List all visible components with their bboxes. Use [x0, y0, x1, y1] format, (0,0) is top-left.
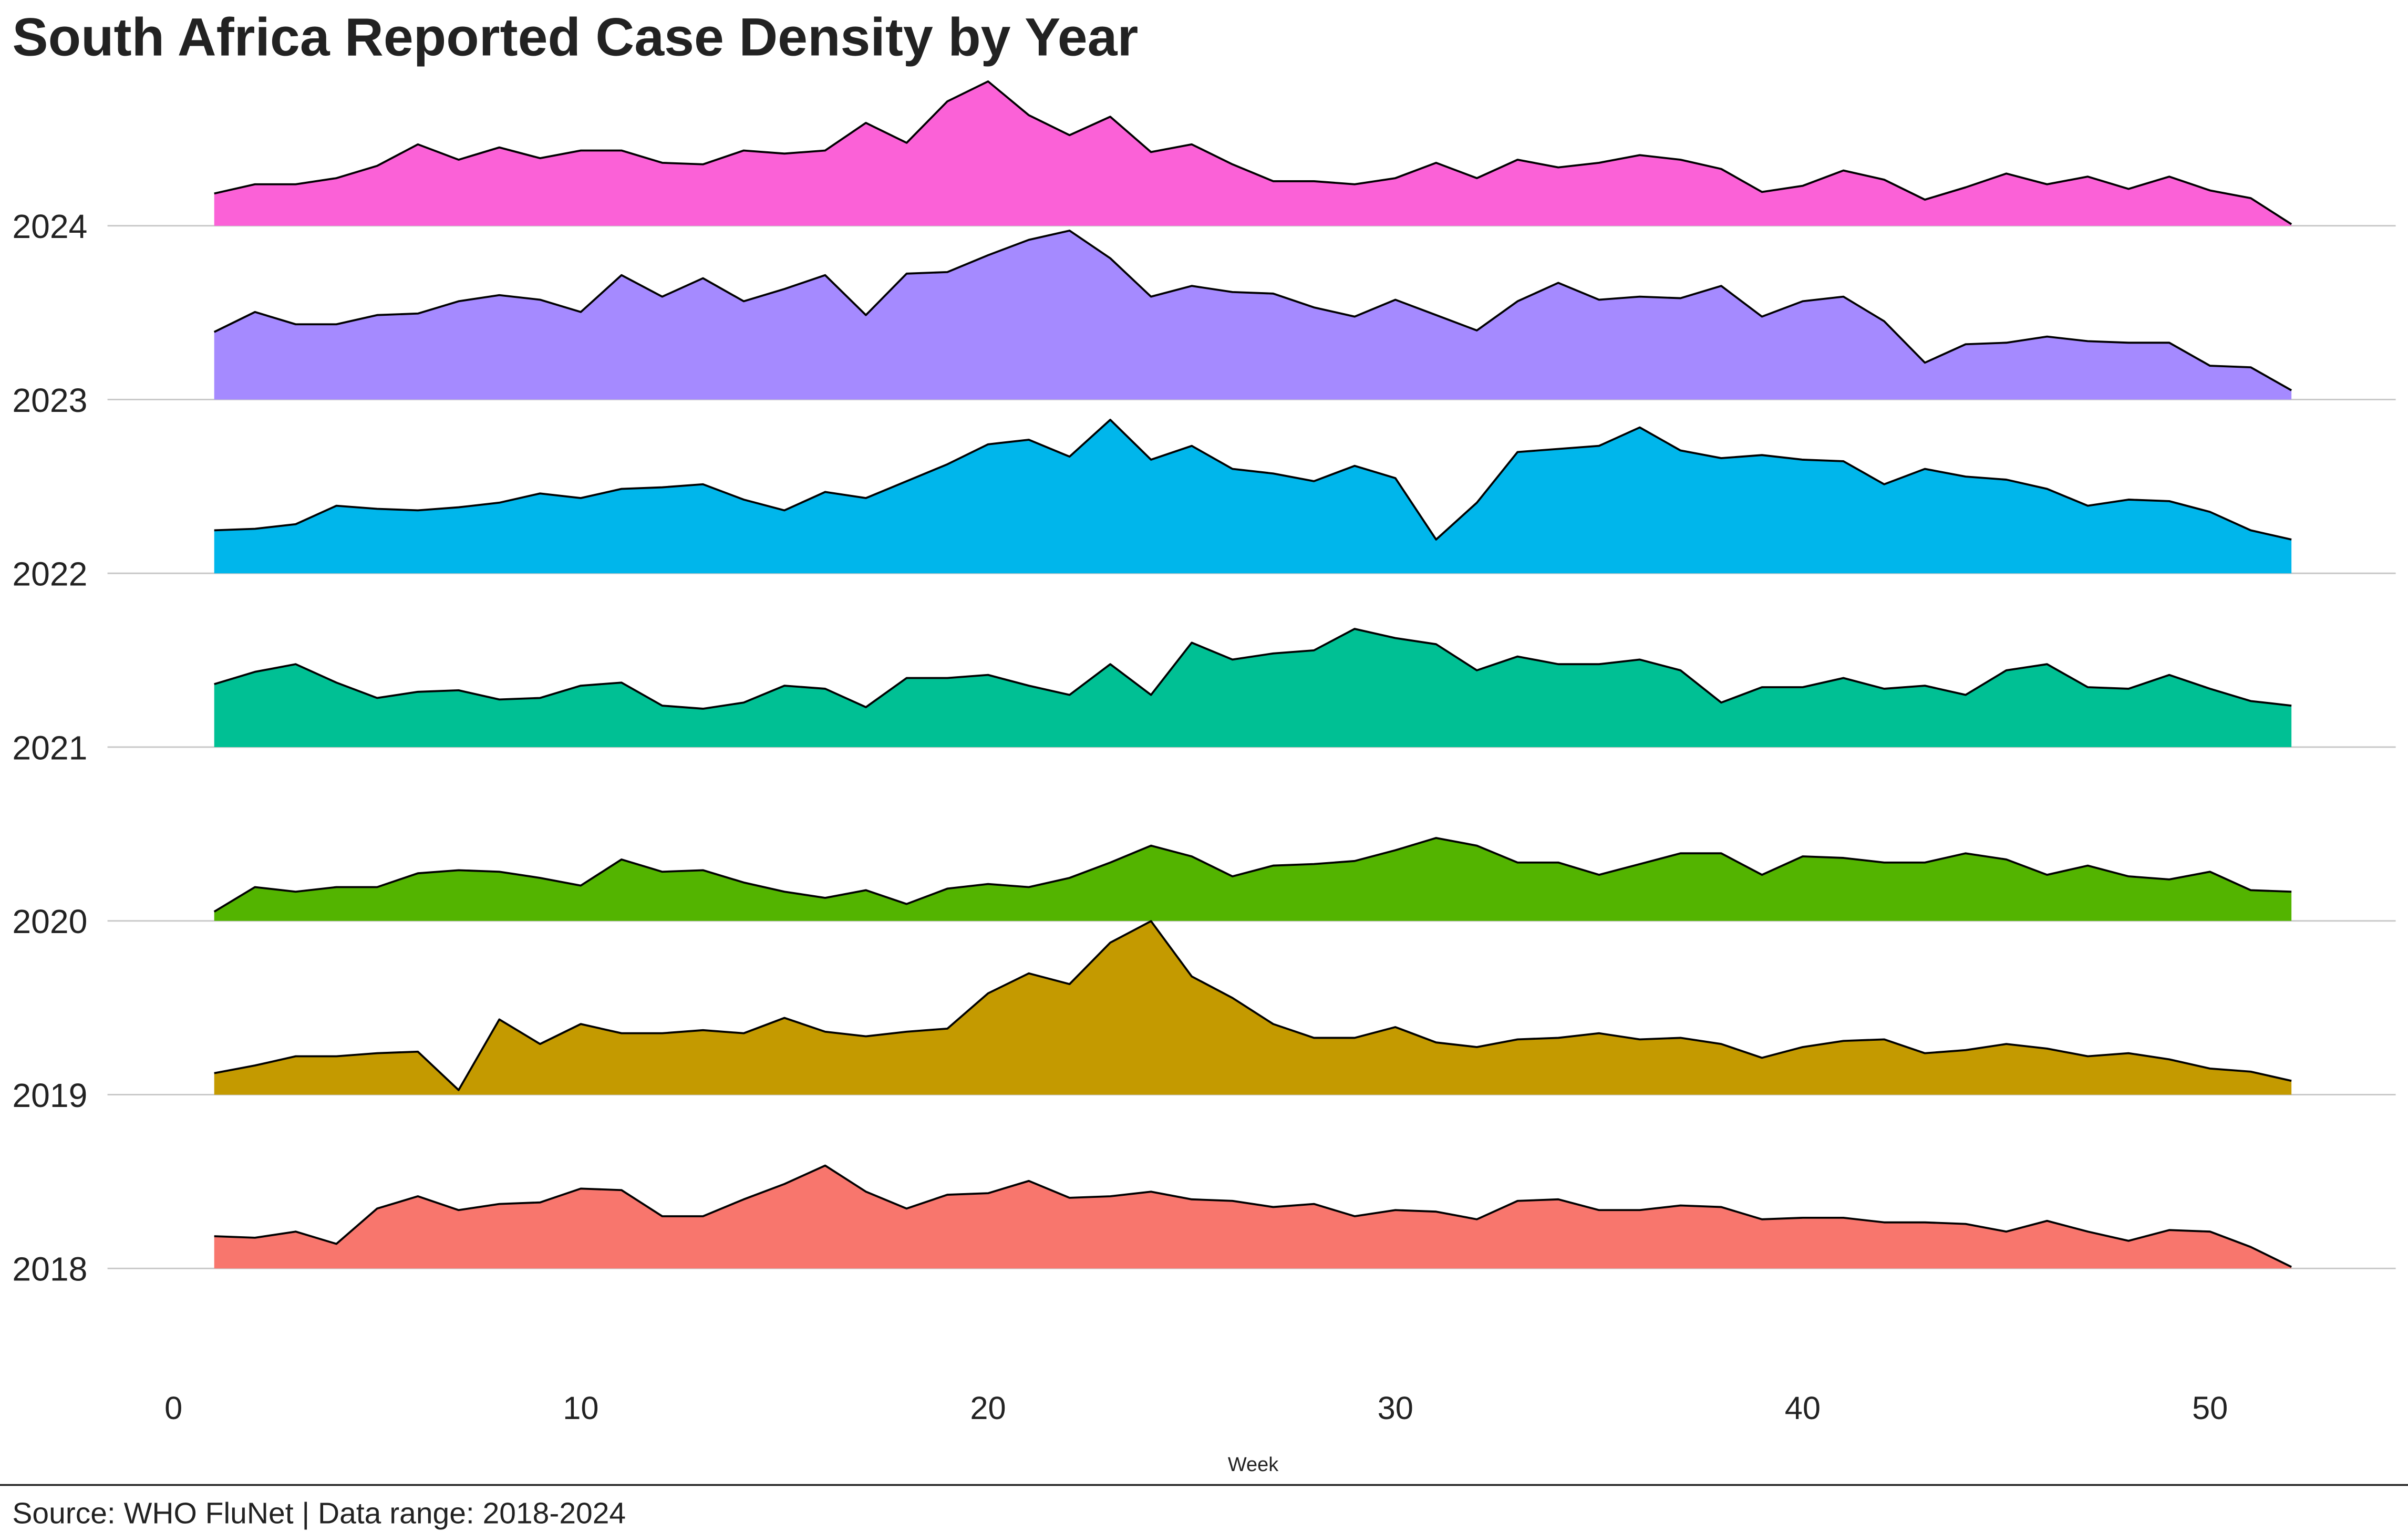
x-tick-label: 50 — [2192, 1390, 2228, 1426]
x-tick-label: 0 — [164, 1390, 182, 1426]
chart-title: South Africa Reported Case Density by Ye… — [12, 6, 1138, 67]
ridge-area — [214, 230, 2292, 400]
y-tick-label: 2018 — [12, 1250, 87, 1288]
ridge-area — [214, 1165, 2292, 1269]
x-tick-label: 20 — [970, 1390, 1006, 1426]
y-tick-label: 2023 — [12, 381, 87, 419]
labels: 0 10 20 30 40 50 2018 2019 2020 2021 2022 2023 2024 — [12, 208, 2228, 1426]
ridge-line — [213, 837, 2292, 913]
ridge-area — [214, 419, 2292, 574]
ridge-area — [214, 81, 2292, 226]
x-tick-label: 10 — [563, 1390, 598, 1426]
ridge-line — [214, 628, 2292, 710]
ridge-area — [214, 921, 2292, 1095]
ridge-line — [213, 230, 2292, 391]
ridge-line — [214, 80, 2292, 225]
caption: Source: WHO FluNet | Data range: 2018-20… — [12, 1497, 626, 1530]
ridge-line — [214, 920, 2292, 1091]
ridge-area — [214, 628, 2292, 748]
ridges — [213, 80, 2292, 1269]
ridge-line — [214, 419, 2292, 541]
x-tick-label: 40 — [1785, 1390, 1821, 1426]
y-tick-label: 2020 — [12, 903, 87, 940]
ridge-line — [214, 1164, 2292, 1268]
y-tick-label: 2019 — [12, 1076, 87, 1114]
x-tick-label: 30 — [1378, 1390, 1413, 1426]
y-tick-label: 2022 — [12, 555, 87, 593]
y-tick-label: 2024 — [12, 208, 87, 245]
ridge-area — [214, 837, 2292, 921]
x-axis-label: Week — [1228, 1454, 1279, 1476]
y-tick-label: 2021 — [12, 729, 87, 767]
